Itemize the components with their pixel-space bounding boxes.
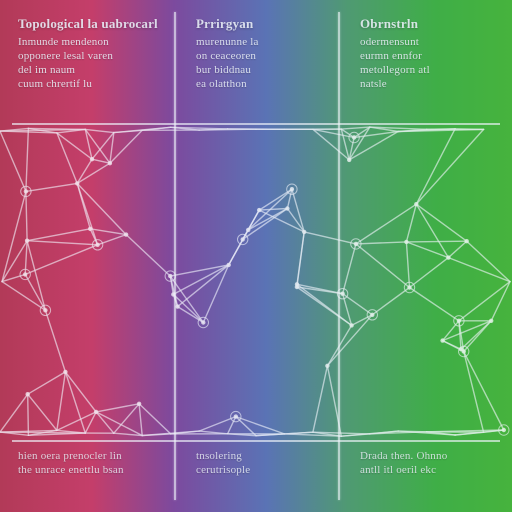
- cell-top-mid: Prrirgyan murenunne laon ceaceorenbur bi…: [196, 16, 326, 91]
- cell-top-right-body: odermensunteurmn ennformetollegorn atlna…: [360, 36, 500, 91]
- cell-bottom-mid: tnsoleringcerutrisople: [196, 450, 326, 478]
- cell-bottom-right: Drada then. Ohnnoantll itl oeril ekc: [360, 450, 500, 478]
- cell-top-right: Obrnstrln odermensunteurmn ennformetolle…: [360, 16, 500, 91]
- cell-top-mid-body: murenunne laon ceaceorenbur biddnauea ol…: [196, 36, 326, 91]
- cell-bottom-mid-body: tnsoleringcerutrisople: [196, 450, 326, 478]
- cell-top-right-title: Obrnstrln: [360, 16, 500, 32]
- cell-bottom-left-body: hien oera prenocler linthe unrace enettl…: [18, 450, 178, 478]
- cell-bottom-right-body: Drada then. Ohnnoantll itl oeril ekc: [360, 450, 500, 478]
- column-divider-2: [338, 12, 340, 500]
- cell-top-left: Topological la uabrocarl Inmunde mendeno…: [18, 16, 168, 91]
- cell-top-mid-title: Prrirgyan: [196, 16, 326, 32]
- row-divider-bottom: [12, 440, 500, 442]
- cell-top-left-title: Topological la uabrocarl: [18, 16, 168, 32]
- cell-top-left-body: Inmunde mendenonopponere lesal varendel …: [18, 36, 168, 91]
- column-divider-1: [174, 12, 176, 500]
- row-divider-top: [12, 123, 500, 125]
- cell-bottom-left: hien oera prenocler linthe unrace enettl…: [18, 450, 178, 478]
